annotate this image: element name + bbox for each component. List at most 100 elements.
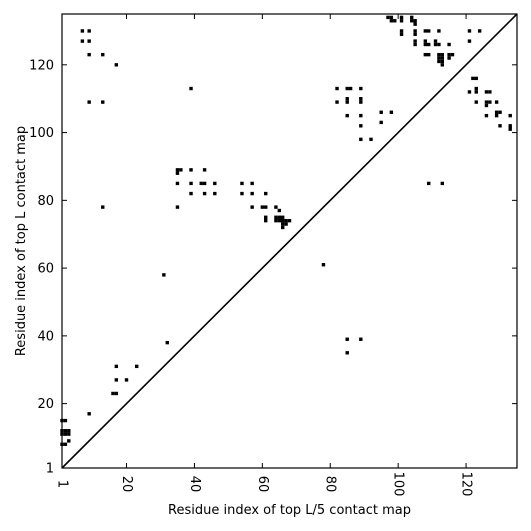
upper-contact-point	[389, 110, 394, 114]
lower-contact-point	[63, 432, 68, 436]
lower-contact-point	[67, 429, 71, 433]
upper-contact-point	[450, 52, 455, 57]
upper-contact-point	[413, 39, 417, 43]
upper-contact-point	[345, 97, 349, 101]
upper-contact-point	[488, 90, 492, 94]
upper-contact-point	[179, 168, 183, 172]
upper-contact-point	[379, 110, 383, 114]
upper-contact-point	[175, 168, 180, 172]
upper-contact-point	[437, 29, 441, 33]
upper-contact-point	[423, 42, 428, 47]
upper-contact-point	[335, 100, 339, 104]
upper-contact-point	[114, 63, 119, 67]
upper-contact-point	[488, 100, 492, 104]
upper-contact-point	[437, 56, 441, 60]
upper-contact-point	[359, 113, 363, 118]
upper-contact-point	[474, 76, 478, 81]
upper-contact-point	[87, 52, 91, 57]
upper-contact-point	[165, 340, 169, 345]
upper-contact-point	[264, 215, 268, 219]
y-tick-label: 20	[37, 397, 54, 412]
lower-contact-point	[63, 418, 68, 423]
y-axis-label: Residue index of top L contact map	[14, 126, 29, 356]
upper-contact-point	[484, 90, 489, 94]
upper-contact-point	[399, 15, 404, 20]
upper-contact-point	[410, 15, 414, 20]
upper-contact-point	[274, 218, 278, 223]
x-axis-ticks: 1 20 40 60 80 100 120	[55, 14, 474, 496]
upper-contact-point	[494, 100, 499, 104]
diagonal-line	[61, 13, 518, 469]
upper-contact-points	[80, 15, 512, 345]
upper-contact-point	[321, 263, 326, 267]
upper-contact-point	[494, 110, 499, 114]
upper-contact-point	[274, 205, 278, 209]
lower-contact-point	[359, 337, 363, 341]
upper-contact-point	[80, 39, 85, 43]
upper-contact-point	[498, 110, 502, 114]
upper-contact-point	[399, 29, 404, 33]
upper-contact-point	[335, 86, 339, 91]
upper-contact-point	[264, 218, 268, 223]
lower-contact-point	[67, 439, 71, 443]
lower-contact-point	[114, 364, 119, 369]
lower-contact-point	[124, 378, 129, 382]
upper-contact-point	[389, 15, 394, 20]
upper-contact-point	[508, 113, 512, 118]
x-tick-label: 100	[391, 472, 406, 497]
upper-contact-point	[175, 205, 180, 209]
upper-contact-point	[348, 86, 353, 91]
upper-contact-point	[240, 181, 244, 186]
upper-contact-point	[467, 90, 472, 94]
upper-contact-point	[359, 86, 363, 91]
upper-contact-point	[213, 181, 217, 186]
lower-contact-point	[67, 432, 71, 436]
lower-contact-point	[111, 391, 115, 396]
upper-contact-point	[250, 181, 254, 186]
upper-contact-point	[467, 29, 472, 33]
upper-contact-point	[284, 222, 288, 226]
lower-contact-point	[114, 391, 119, 396]
lower-contact-point	[63, 442, 68, 446]
y-tick-label: 60	[37, 262, 54, 277]
upper-contact-point	[87, 100, 91, 104]
y-tick-label: 120	[29, 58, 54, 73]
upper-contact-point	[467, 39, 472, 43]
upper-contact-point	[427, 52, 431, 57]
x-axis-label: Residue index of top L/5 contact map	[168, 503, 411, 518]
upper-contact-point	[162, 273, 166, 277]
upper-contact-point	[440, 181, 444, 186]
upper-contact-point	[189, 191, 193, 196]
upper-contact-point	[433, 42, 438, 47]
upper-contact-point	[359, 137, 363, 142]
upper-contact-point	[345, 86, 349, 91]
upper-contact-point	[413, 29, 417, 33]
upper-contact-point	[410, 19, 414, 23]
upper-contact-point	[101, 100, 105, 104]
upper-contact-point	[413, 19, 417, 23]
upper-contact-point	[87, 29, 91, 33]
y-tick-label: 100	[29, 126, 54, 141]
upper-contact-point	[386, 15, 390, 20]
x-tick-label: 60	[255, 476, 270, 493]
upper-contact-point	[369, 137, 373, 142]
upper-contact-point	[413, 22, 417, 26]
upper-contact-point	[359, 97, 363, 101]
upper-contact-point	[264, 205, 268, 209]
plot-frame	[61, 13, 518, 469]
x-tick-label: 40	[187, 476, 202, 493]
lower-contact-point	[345, 351, 349, 355]
upper-contact-point	[284, 218, 288, 223]
upper-contact-point	[250, 191, 254, 196]
y-tick-label: 80	[37, 194, 54, 209]
upper-contact-point	[202, 168, 207, 172]
upper-contact-point	[471, 76, 475, 81]
lower-contact-point	[87, 412, 91, 416]
upper-contact-point	[80, 29, 85, 33]
upper-contact-point	[277, 208, 282, 213]
upper-contact-point	[393, 19, 397, 23]
upper-contact-point	[440, 63, 444, 67]
upper-contact-point	[427, 42, 431, 47]
y-tick-label: 1	[46, 462, 54, 477]
